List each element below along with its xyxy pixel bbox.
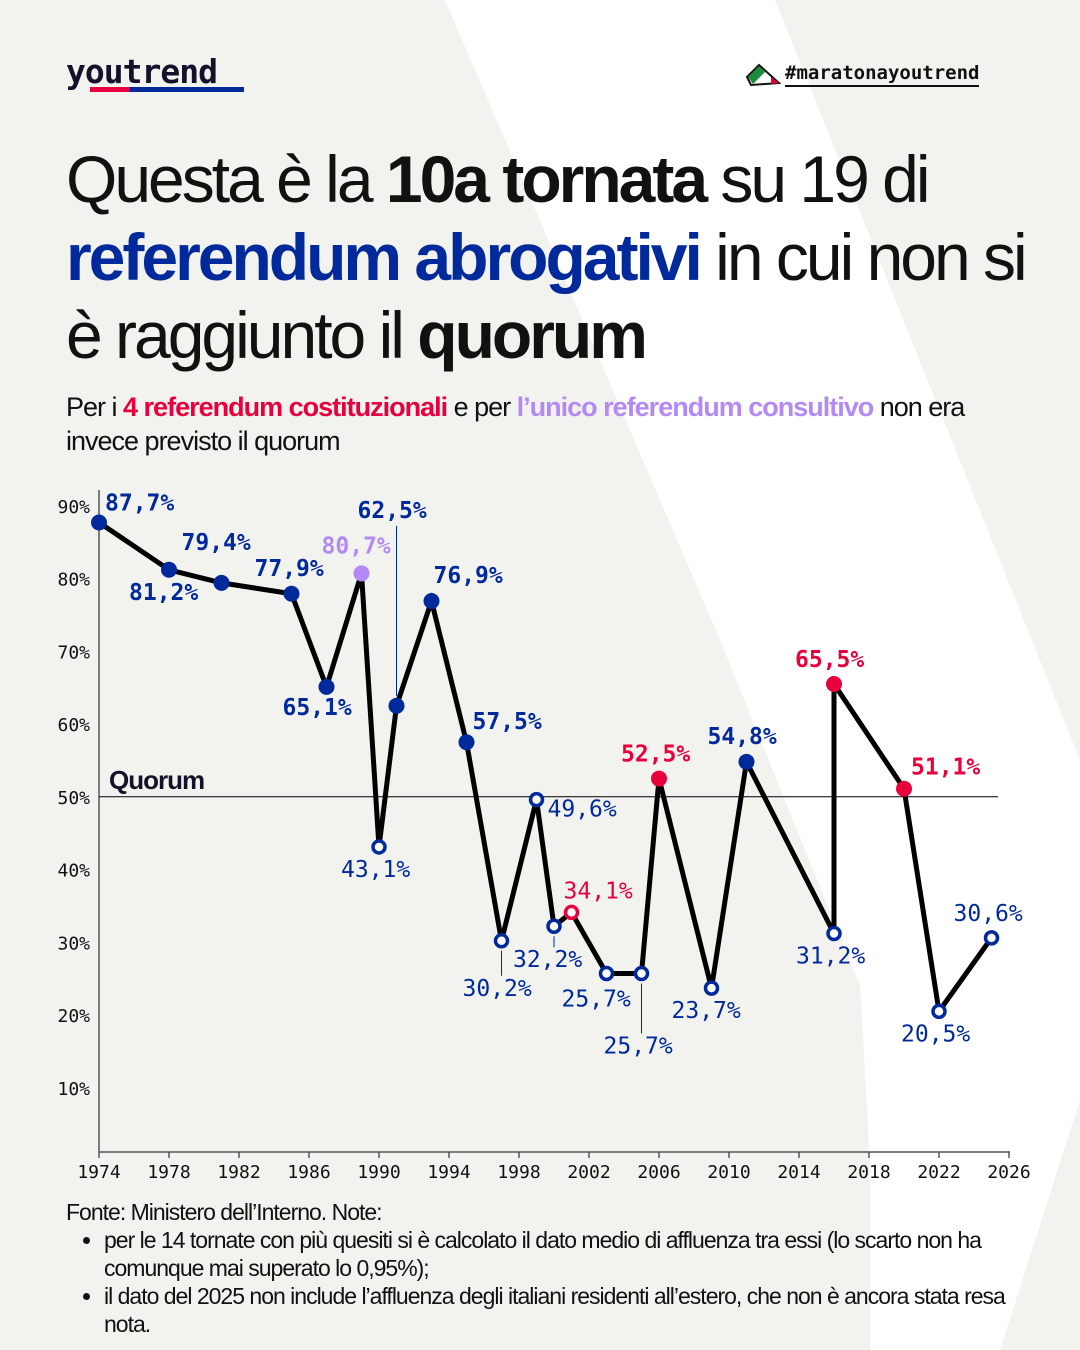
data-label: 65,5%: [795, 647, 864, 673]
data-point-hollow: [371, 839, 387, 855]
y-tick-label: 80%: [57, 570, 90, 591]
x-tick-label: 1998: [497, 1162, 540, 1183]
data-label: 25,7%: [562, 987, 631, 1013]
x-tick-label: 1974: [77, 1162, 120, 1183]
data-point-hollow: [931, 1003, 947, 1020]
page-title: Questa è la 10a tornata su 19 di referen…: [66, 142, 1028, 372]
note-item: il dato del 2025 non include l’affluenza…: [104, 1282, 1016, 1338]
data-point-hollow: [546, 918, 562, 934]
x-tick-label: 2010: [707, 1162, 750, 1183]
data-point-filled: [353, 565, 370, 582]
x-tick-label: 2022: [917, 1162, 960, 1183]
x-tick-label: 2002: [567, 1162, 610, 1183]
x-tick-label: 2006: [637, 1162, 680, 1183]
data-point-filled: [161, 561, 177, 578]
data-point-hollow: [703, 980, 720, 996]
data-point-filled: [318, 678, 335, 695]
data-label: 20,5%: [901, 1021, 970, 1047]
youtrend-logo: youtrend: [66, 52, 218, 91]
y-tick-label: 40%: [57, 861, 90, 882]
hashtag-text: #maratonayoutrend: [785, 62, 980, 87]
data-label: 87,7%: [105, 490, 174, 516]
hashtag: #maratonayoutrend: [745, 62, 980, 87]
data-label: 49,6%: [548, 797, 617, 823]
data-point-hollow: [598, 965, 615, 982]
data-label: 43,1%: [341, 857, 410, 883]
data-label: 51,1%: [911, 755, 980, 781]
x-tick-label: 2014: [777, 1162, 820, 1183]
logo-underline: [90, 87, 244, 92]
y-tick-label: 20%: [57, 1006, 90, 1027]
y-tick-label: 60%: [57, 715, 90, 736]
data-point-filled: [213, 574, 230, 591]
data-label: 79,4%: [182, 530, 251, 556]
x-tick-label: 2018: [847, 1162, 890, 1183]
data-point-filled: [91, 514, 107, 531]
turnout-line-chart: 10% 20% 30% 40% 50% 60% 70% 80% 90% 1974 1978 1982 1…: [57, 490, 1031, 1183]
data-point-hollow: [983, 930, 1000, 946]
data-label: 76,9%: [434, 563, 503, 589]
data-point-filled: [458, 734, 475, 751]
data-label: 23,7%: [672, 998, 741, 1024]
quorum-label: Quorum: [109, 765, 204, 795]
data-label: 32,2%: [513, 947, 582, 973]
data-label: 62,5%: [358, 498, 427, 524]
data-label: 77,9%: [255, 556, 324, 582]
data-point-filled: [423, 593, 440, 610]
data-label: 57,5%: [473, 709, 542, 735]
data-point-hollow: [826, 925, 842, 942]
data-label: 52,5%: [621, 742, 690, 768]
data-point-hollow: [633, 965, 650, 982]
data-label: 25,7%: [604, 1034, 673, 1060]
data-point-filled: [826, 675, 842, 692]
subtitle: Per i 4 referendum costituzionali e per …: [66, 392, 965, 456]
x-tick-label: 1986: [287, 1162, 330, 1183]
data-label: 81,2%: [129, 580, 198, 606]
note-item: per le 14 tornate con più quesiti si è c…: [104, 1226, 1016, 1282]
x-tick-label: 1978: [147, 1162, 190, 1183]
data-label: 65,1%: [283, 695, 352, 721]
source-text: Fonte: Ministero dell’Interno. Note:: [66, 1199, 383, 1225]
y-tick-label: 10%: [57, 1079, 90, 1100]
x-tick-label: 1990: [357, 1162, 400, 1183]
y-tick-label: 70%: [57, 642, 90, 663]
data-label: 80,7%: [322, 533, 391, 559]
data-point-hollow: [563, 904, 580, 921]
data-label: 30,6%: [954, 901, 1023, 927]
x-tick-label: 1982: [217, 1162, 260, 1183]
x-tick-label: 2026: [987, 1162, 1030, 1183]
x-tick-label: 1994: [427, 1162, 470, 1183]
italian-flag-icon: [745, 63, 781, 86]
data-label: 34,1%: [564, 878, 633, 904]
y-tick-label: 90%: [57, 497, 90, 518]
data-point-filled: [283, 585, 300, 602]
turnout-line: [97, 520, 994, 1018]
data-point-filled: [388, 697, 405, 714]
data-point-filled: [896, 780, 912, 797]
data-point-filled: [651, 770, 667, 787]
data-point-filled: [738, 753, 755, 770]
y-tick-label: 30%: [57, 933, 90, 954]
data-label: 31,2%: [796, 944, 865, 970]
data-point-hollow: [493, 933, 510, 949]
data-label: 30,2%: [463, 976, 532, 1002]
data-point-hollow: [528, 791, 545, 808]
y-tick-label: 50%: [57, 788, 90, 809]
data-label: 54,8%: [708, 724, 777, 750]
notes: Fonte: Ministero dell’Interno. Note: per…: [66, 1198, 1016, 1338]
